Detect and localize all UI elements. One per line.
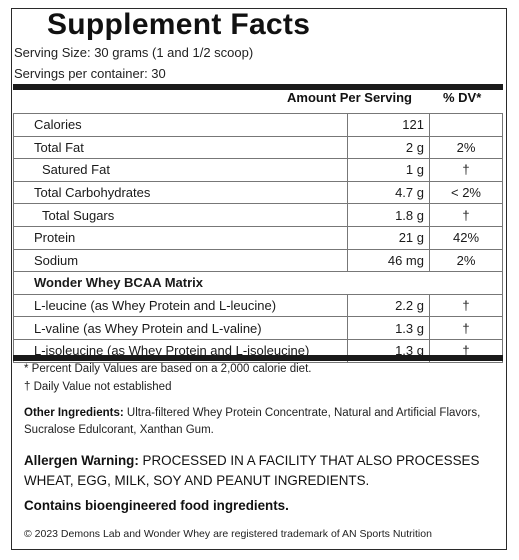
allergen-warning: Allergen Warning: PROCESSED IN A FACILIT… xyxy=(24,451,504,491)
nutrient-name: Total Fat xyxy=(13,135,348,160)
nutrient-amount: 46 mg xyxy=(347,248,430,273)
matrix-item-amount: 2.2 g xyxy=(347,293,430,318)
thick-divider-bottom xyxy=(13,355,503,361)
table-row: Calories 121 xyxy=(13,113,503,137)
table-row: Satured Fat 1 g † xyxy=(13,158,503,182)
allergen-text: PROCESSED IN A FACILITY THAT ALSO PROCES… xyxy=(24,453,480,488)
bioengineered-statement: Contains bioengineered food ingredients. xyxy=(24,498,289,513)
table-row: Total Carbohydrates 4.7 g < 2% xyxy=(13,180,503,205)
thick-divider-top xyxy=(13,84,503,90)
other-ingredients: Other Ingredients: Ultra-filtered Whey P… xyxy=(24,405,499,439)
ingredients-text: Ultra-filtered Whey Protein Concentrate,… xyxy=(24,407,481,436)
percent-dv-footnote: * Percent Daily Values are based on a 2,… xyxy=(24,363,312,375)
nutrient-name: Total Carbohydrates xyxy=(13,180,348,205)
nutrient-dv: 42% xyxy=(429,225,503,250)
table-row: Protein 21 g 42% xyxy=(13,225,503,250)
nutrient-amount: 4.7 g xyxy=(347,180,430,205)
copyright-notice: © 2023 Demons Lab and Wonder Whey are re… xyxy=(24,528,432,540)
label-title: Supplement Facts xyxy=(47,8,311,41)
table-row: Sodium 46 mg 2% xyxy=(13,248,503,273)
nutrient-name: Sodium xyxy=(13,248,348,273)
nutrient-name: Satured Fat xyxy=(13,158,348,182)
matrix-item-amount: 1.3 g xyxy=(347,316,430,340)
nutrient-dv: † xyxy=(429,203,503,227)
matrix-item-name: L-leucine (as Whey Protein and L-leucine… xyxy=(13,293,348,318)
nutrient-amount: 1.8 g xyxy=(347,203,430,227)
matrix-item-name: L-valine (as Whey Protein and L-valine) xyxy=(13,316,348,340)
nutrient-amount: 1 g xyxy=(347,158,430,182)
allergen-label: Allergen Warning: xyxy=(24,453,139,468)
nutrient-dv xyxy=(429,113,503,137)
servings-per-container: Servings per container: 30 xyxy=(14,66,166,81)
nutrient-name: Protein xyxy=(13,225,348,250)
nutrition-table: Calories 121 Total Fat 2 g 2% Satured Fa… xyxy=(13,113,503,363)
nutrient-dv: < 2% xyxy=(429,180,503,205)
ingredients-label: Other Ingredients: xyxy=(24,407,124,419)
nutrient-dv: 2% xyxy=(429,135,503,160)
table-row: Total Sugars 1.8 g † xyxy=(13,203,503,227)
matrix-title: Wonder Whey BCAA Matrix xyxy=(13,271,503,295)
nutrient-dv: 2% xyxy=(429,248,503,273)
nutrient-name: Total Sugars xyxy=(13,203,348,227)
supplement-facts-panel xyxy=(11,8,507,550)
table-row: L-leucine (as Whey Protein and L-leucine… xyxy=(13,293,503,318)
nutrient-dv: † xyxy=(429,158,503,182)
nutrient-amount: 2 g xyxy=(347,135,430,160)
dagger-footnote: † Daily Value not established xyxy=(24,381,172,393)
percent-dv-header: % DV* xyxy=(443,90,482,105)
matrix-heading-row: Wonder Whey BCAA Matrix xyxy=(13,271,503,295)
nutrient-amount: 121 xyxy=(347,113,430,137)
serving-size: Serving Size: 30 grams (1 and 1/2 scoop) xyxy=(14,45,254,60)
amount-per-serving-header: Amount Per Serving xyxy=(287,90,412,105)
matrix-item-dv: † xyxy=(429,316,503,340)
table-row: L-valine (as Whey Protein and L-valine) … xyxy=(13,316,503,340)
table-row: Total Fat 2 g 2% xyxy=(13,135,503,160)
nutrient-amount: 21 g xyxy=(347,225,430,250)
nutrient-name: Calories xyxy=(13,113,348,137)
matrix-item-dv: † xyxy=(429,293,503,318)
